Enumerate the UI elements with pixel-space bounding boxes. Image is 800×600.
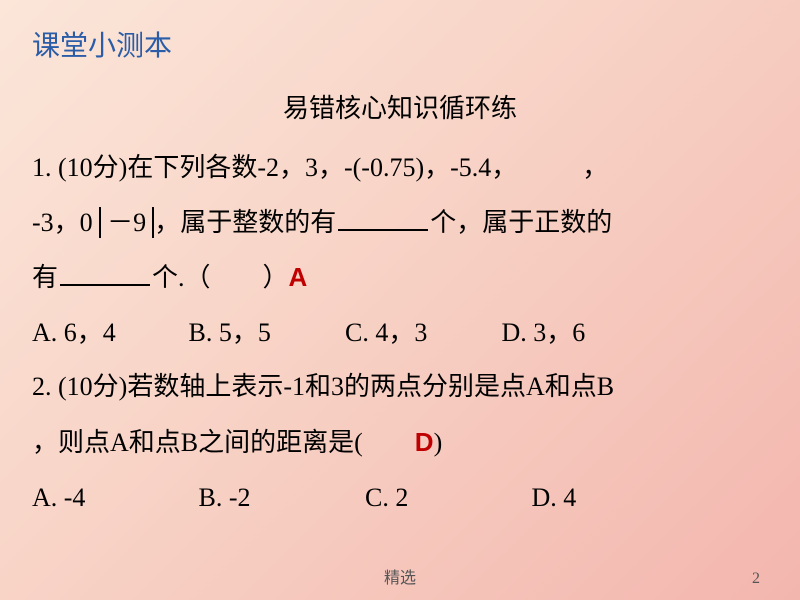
content-block: 1. (10分)在下列各数-2，3，-(-0.75)，-5.4， ， -3，0 … xyxy=(32,141,768,525)
section-subtitle: 易错核心知识循环练 xyxy=(32,88,768,125)
q1-line2b: ，属于整数的有 xyxy=(154,208,336,237)
q2-optC: C. 2 xyxy=(365,471,525,526)
q1-line1: 1. (10分)在下列各数-2，3，-(-0.75)，-5.4， ， xyxy=(32,141,768,196)
abs-value-box: －9 xyxy=(99,207,154,238)
q1-optD: D. 3，6 xyxy=(502,306,586,361)
q1-line3: 有 个.（ ）A xyxy=(32,250,768,306)
q2-optD: D. 4 xyxy=(532,471,577,526)
q1-line2a: -3，0 xyxy=(32,208,99,237)
footer-text: 精选 xyxy=(384,564,416,588)
q1-options: A. 6，4 B. 5，5 C. 4，3 D. 3，6 xyxy=(32,306,768,361)
blank-1 xyxy=(338,202,428,231)
q2-optB: B. -2 xyxy=(199,471,359,526)
q2-line2: ，则点A和点B之间的距离是( D) xyxy=(32,415,768,471)
page-title: 课堂小测本 xyxy=(32,24,768,64)
q1-line3a: 有 xyxy=(32,263,58,292)
q2-line2b: ) xyxy=(434,428,443,457)
q1-line2: -3，0 －9，属于整数的有 个，属于正数的 xyxy=(32,196,768,251)
q2-options: A. -4 B. -2 C. 2 D. 4 xyxy=(32,471,768,526)
q1-optB: B. 5，5 xyxy=(189,306,339,361)
q2-optA: A. -4 xyxy=(32,471,192,526)
q1-optA: A. 6，4 xyxy=(32,306,182,361)
q1-line2c: 个，属于正数的 xyxy=(430,208,612,237)
blank-2 xyxy=(60,258,150,287)
footer-page-number: 2 xyxy=(752,570,760,588)
q2-line1: 2. (10分)若数轴上表示-1和3的两点分别是点A和点B xyxy=(32,360,768,415)
slide: 课堂小测本 易错核心知识循环练 1. (10分)在下列各数-2，3，-(-0.7… xyxy=(0,0,800,600)
q2-line2a: ，则点A和点B之间的距离是( xyxy=(32,428,415,457)
q1-answer: A xyxy=(289,262,308,292)
q1-optC: C. 4，3 xyxy=(345,306,495,361)
q1-line3b: 个.（ ） xyxy=(152,263,289,292)
q2-answer: D xyxy=(415,427,434,457)
